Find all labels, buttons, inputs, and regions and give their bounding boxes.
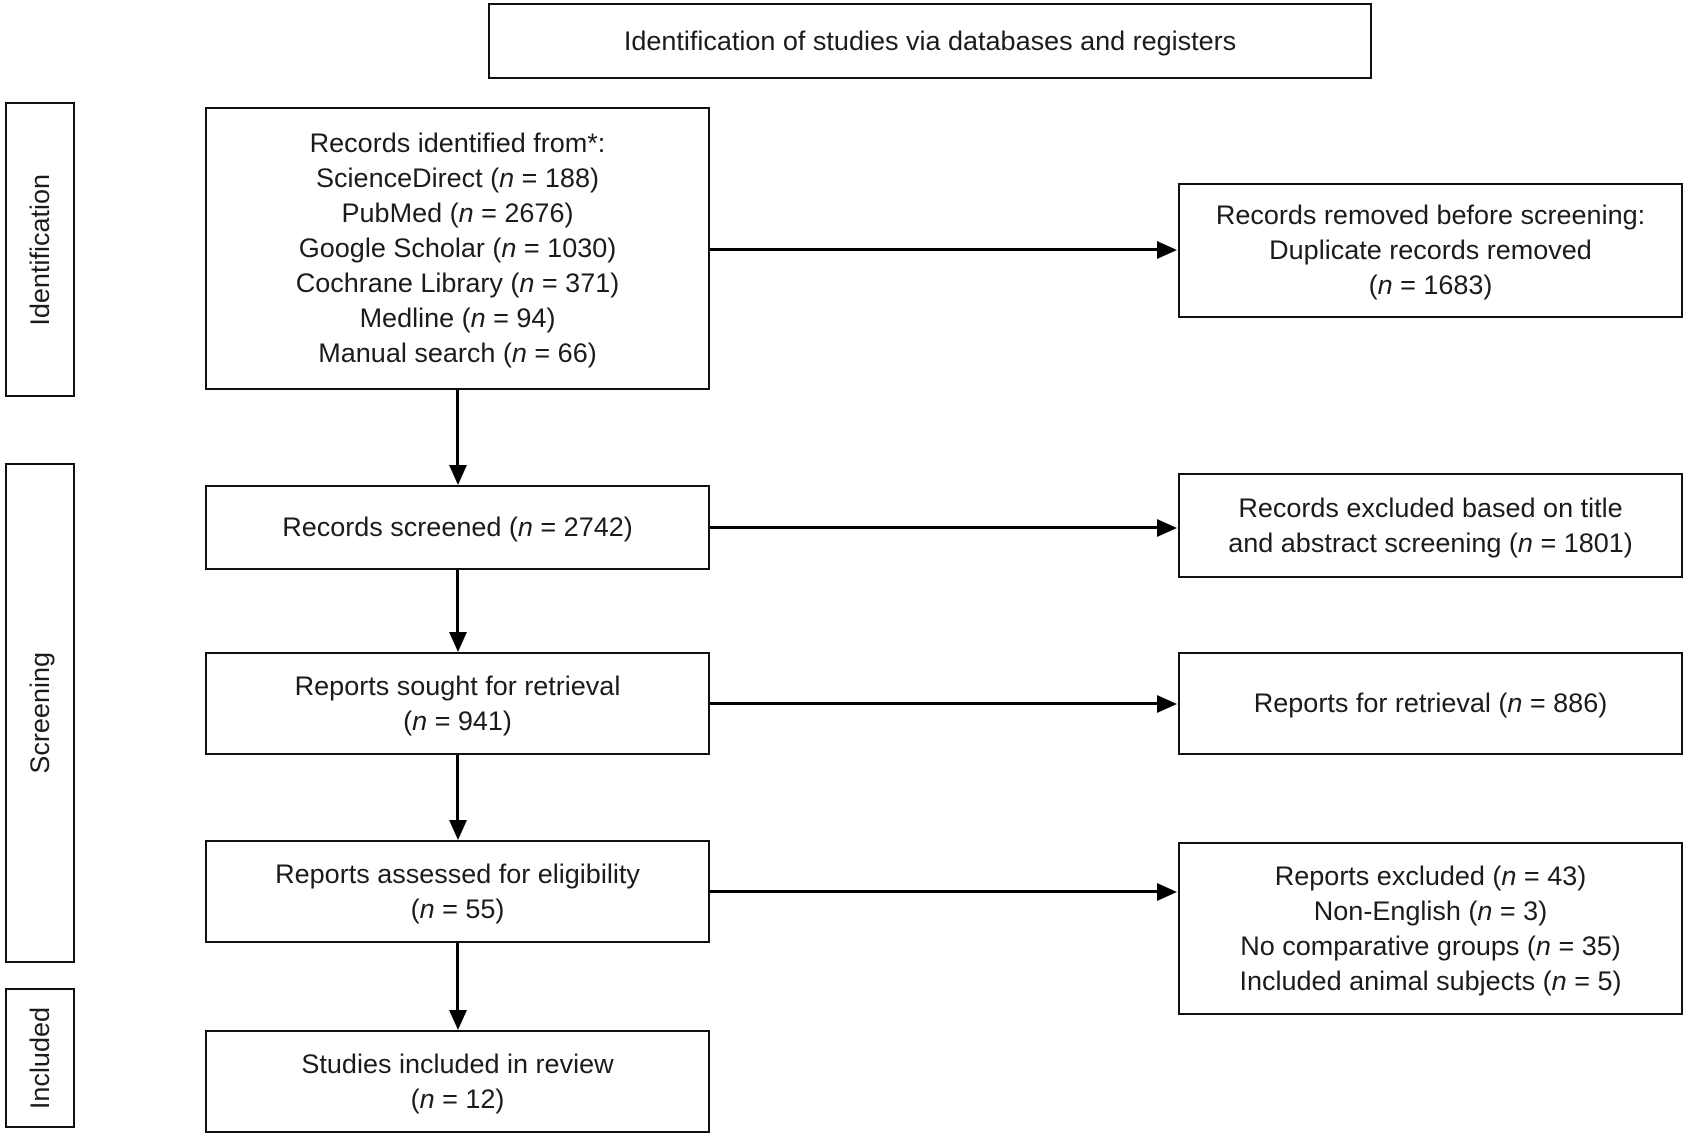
box-text-line: Reports sought for retrieval [294,670,621,701]
box-text-line: Included animal subjects (n = 5) [1239,965,1622,996]
flow-box-reports-for-retrieval: Reports for retrieval (n = 886) [1178,652,1683,755]
box-text-line: Manual search (n = 66) [318,338,597,368]
flow-box-records-identified: Records identified from*: ScienceDirect (… [205,107,710,390]
diagram-title: Identification of studies via databases … [623,25,1237,56]
box-text-line: ScienceDirect (n = 188) [316,163,599,193]
right-arrow-identified-to-removed [710,240,1177,259]
down-arrow-identified-to-screened [448,390,467,485]
flow-box-reports-assessed: Reports assessed for eligibility (n = 55) [205,840,710,943]
box-text-line: Studies included in review [301,1048,614,1079]
box-text-line: Cochrane Library (n = 371) [295,268,620,298]
flow-box-records-excluded: Records excluded based on title and abstr… [1178,473,1683,578]
box-text-line: (n = 12) [410,1083,505,1114]
box-text-line: (n = 55) [410,893,505,924]
box-text-line: Reports assessed for eligibility [275,858,640,889]
arrow-head-icon [448,1010,467,1030]
stage-box-included: Included [5,988,75,1128]
arrow-head-icon [1157,240,1177,259]
box-text-line: No comparative groups (n = 35) [1240,930,1621,961]
box-text-line: and abstract screening (n = 1801) [1228,527,1633,558]
box-text-line: Records removed before screening: [1215,200,1646,230]
down-arrow-sought-to-assessed [448,755,467,840]
right-arrow-sought-to-retrieval [710,694,1177,713]
arrow-head-icon [448,465,467,485]
stage-label-included: Included [24,1006,55,1110]
right-arrow-screened-to-excluded [710,518,1177,537]
stage-box-identification: Identification [5,102,75,397]
flow-box-reports-sought: Reports sought for retrieval (n = 941) [205,652,710,755]
arrow-head-icon [1157,882,1177,901]
box-text-line: Records screened (n = 2742) [282,512,633,542]
diagram-title-box: Identification of studies via databases … [488,3,1372,79]
box-text-line: Duplicate records removed [1269,235,1592,265]
arrow-head-icon [1157,518,1177,537]
arrow-head-icon [448,632,467,652]
flow-box-studies-included: Studies included in review (n = 12) [205,1030,710,1133]
box-text-line: Records excluded based on title [1238,492,1623,523]
stage-box-screening: Screening [5,463,75,963]
stage-label-identification: Identification [24,173,55,326]
box-text-line: Reports excluded (n = 43) [1274,860,1587,891]
down-arrow-screened-to-sought [448,570,467,652]
right-arrow-assessed-to-excluded [710,882,1177,901]
stage-label-screening: Screening [24,652,55,774]
down-arrow-assessed-to-included [448,943,467,1030]
box-text-line: Medline (n = 94) [359,303,556,333]
box-text-line: Records identified from*: [309,128,606,158]
box-text-line: (n = 941) [403,705,512,736]
box-text-line: Google Scholar (n = 1030) [298,233,617,263]
box-text-line: PubMed (n = 2676) [341,198,574,228]
box-text-line: (n = 1683) [1368,270,1493,300]
flow-box-reports-excluded: Reports excluded (n = 43) Non-English (n … [1178,842,1683,1015]
arrow-head-icon [448,820,467,840]
box-text-line: Non-English (n = 3) [1313,895,1548,926]
flow-box-records-screened: Records screened (n = 2742) [205,485,710,570]
flow-box-records-removed: Records removed before screening: Duplica… [1178,183,1683,318]
box-text-line: Reports for retrieval (n = 886) [1253,688,1608,718]
arrow-head-icon [1157,694,1177,713]
